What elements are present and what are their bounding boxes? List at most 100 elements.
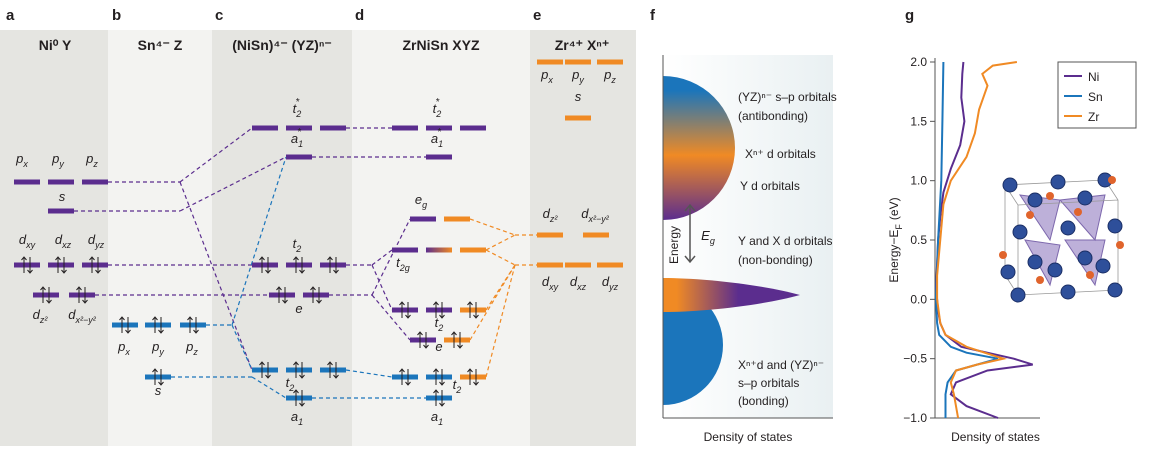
energy-level <box>565 60 591 65</box>
panel-letter: e <box>533 7 541 24</box>
orbital-label: s <box>59 189 66 204</box>
label-sub: x <box>547 75 553 85</box>
energy-level <box>392 308 418 313</box>
label-sub: 1 <box>438 139 443 149</box>
label-sub: yz <box>94 240 105 250</box>
energy-level <box>48 263 74 268</box>
label-base: p <box>117 339 125 354</box>
label-sub: 1 <box>298 417 303 427</box>
energy-level <box>460 308 486 313</box>
label-sub: x²−y² <box>74 315 96 325</box>
page: aNi⁰ YbSn⁴⁻ Zc(NiSn)⁴⁻ (YZ)ⁿ⁻dZrNiSn XYZ… <box>0 0 1149 452</box>
energy-level <box>320 263 346 268</box>
y-tick-label: 1.0 <box>910 174 927 188</box>
atom <box>1108 219 1122 233</box>
energy-level <box>145 323 171 328</box>
atom <box>1001 265 1015 279</box>
axis-label: Energy−EF(eV) <box>887 197 904 282</box>
label-sub: xz <box>61 240 72 250</box>
label-sub: y <box>58 159 64 169</box>
energy-level <box>48 180 74 185</box>
panel-title: (NiSn)⁴⁻ (YZ)ⁿ⁻ <box>232 37 332 53</box>
atom <box>1003 178 1017 192</box>
label-base: s <box>59 189 66 204</box>
energy-level <box>565 116 591 121</box>
label-sub: z <box>192 347 198 357</box>
label-sub: y <box>578 75 584 85</box>
energy-level <box>33 293 59 298</box>
energy-level <box>426 375 452 380</box>
label-sub: xz <box>576 282 587 292</box>
label-sub: x <box>22 159 28 169</box>
label-sub: xy <box>25 240 36 250</box>
energy-level <box>426 248 452 253</box>
energy-level <box>537 233 563 238</box>
panel-bg <box>212 30 352 446</box>
energy-level <box>597 263 623 268</box>
atom <box>1013 225 1027 239</box>
atom <box>1108 283 1122 297</box>
panel-letter: g <box>905 7 914 24</box>
label-base: e <box>435 339 442 354</box>
label-sub: x²−y² <box>587 214 609 224</box>
atom <box>1061 285 1075 299</box>
dos-line <box>936 62 998 418</box>
atom <box>1096 259 1110 273</box>
axis-label: Density of states <box>704 430 793 444</box>
atom <box>1028 193 1042 207</box>
label-sub: 2 <box>288 383 294 393</box>
panel-letter: f <box>650 7 656 24</box>
label-base: p <box>51 151 59 166</box>
label-sub: z <box>610 75 616 85</box>
energy-level <box>392 126 418 131</box>
energy-level <box>14 180 40 185</box>
energy-level <box>286 368 312 373</box>
label-sub: 2 <box>295 109 301 119</box>
label-sub: 1 <box>298 139 303 149</box>
label-sub: z² <box>39 315 49 325</box>
atom <box>1028 255 1042 269</box>
energy-level <box>460 248 486 253</box>
label-base: p <box>571 67 579 82</box>
energy-level <box>69 293 95 298</box>
energy-level <box>286 155 312 160</box>
dos-annotation: s–p orbitals <box>738 376 799 390</box>
dos-annotation: Y d orbitals <box>740 179 800 193</box>
label-base: p <box>185 339 193 354</box>
label-sub: xy <box>548 282 559 292</box>
atom <box>1048 263 1062 277</box>
polyhedron <box>1020 195 1105 285</box>
axis-label: Density of states <box>951 430 1040 444</box>
atom <box>999 251 1007 259</box>
label-base: E <box>701 228 710 243</box>
dos-annotation: Y and X d orbitals <box>738 234 833 248</box>
label-sub: g <box>710 236 715 246</box>
atom <box>1061 221 1075 235</box>
label-sub: 2g <box>399 263 410 273</box>
atom <box>1116 241 1124 249</box>
legend-label: Zr <box>1088 110 1099 124</box>
y-tick-label: −1.0 <box>903 411 927 425</box>
atom <box>1026 211 1034 219</box>
y-tick-label: 1.5 <box>910 114 927 128</box>
energy-level <box>426 396 452 401</box>
panel-letter: a <box>6 7 15 24</box>
panel-letter: b <box>112 7 121 24</box>
dos-annotation: (YZ)ⁿ⁻ s–p orbitals <box>738 90 837 104</box>
panel-bg <box>530 30 636 446</box>
label-sub: x <box>124 347 130 357</box>
label-base: p <box>15 151 23 166</box>
label-base: p <box>603 67 611 82</box>
energy-level <box>303 293 329 298</box>
energy-level <box>286 263 312 268</box>
atom <box>1078 191 1092 205</box>
label-unit: (eV) <box>887 197 901 220</box>
energy-level <box>537 263 563 268</box>
atom <box>1011 288 1025 302</box>
energy-level <box>597 60 623 65</box>
panel-title: ZrNiSn XYZ <box>402 37 479 53</box>
axis-label: Energy <box>667 226 681 264</box>
panel-letter: c <box>215 7 223 24</box>
label-base: s <box>575 89 582 104</box>
energy-level <box>460 375 486 380</box>
